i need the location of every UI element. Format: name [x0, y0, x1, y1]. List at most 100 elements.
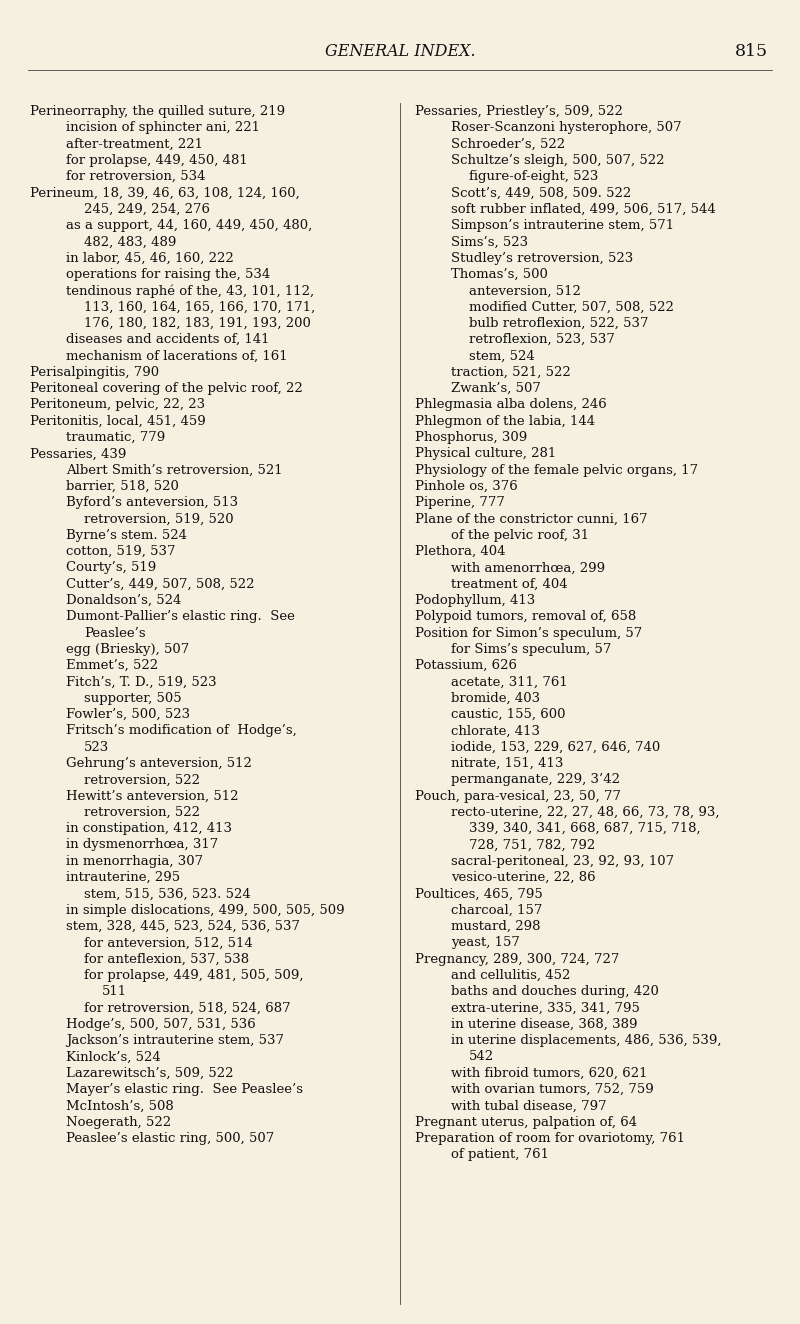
Text: Sims’s, 523: Sims’s, 523 — [451, 236, 528, 249]
Text: for retroversion, 518, 524, 687: for retroversion, 518, 524, 687 — [84, 1001, 290, 1014]
Text: Pouch, para-vesical, 23, 50, 77: Pouch, para-vesical, 23, 50, 77 — [415, 789, 621, 802]
Text: cotton, 519, 537: cotton, 519, 537 — [66, 545, 175, 559]
Text: stem, 328, 445, 523, 524, 536, 537: stem, 328, 445, 523, 524, 536, 537 — [66, 920, 300, 933]
Text: Cutter’s, 449, 507, 508, 522: Cutter’s, 449, 507, 508, 522 — [66, 577, 254, 591]
Text: Pregnant uterus, palpation of, 64: Pregnant uterus, palpation of, 64 — [415, 1116, 637, 1128]
Text: McIntosh’s, 508: McIntosh’s, 508 — [66, 1099, 174, 1112]
Text: 728, 751, 782, 792: 728, 751, 782, 792 — [469, 838, 595, 851]
Text: retroversion, 522: retroversion, 522 — [84, 773, 200, 786]
Text: Courty’s, 519: Courty’s, 519 — [66, 561, 156, 575]
Text: Podophyllum, 413: Podophyllum, 413 — [415, 594, 535, 606]
Text: Poultices, 465, 795: Poultices, 465, 795 — [415, 887, 542, 900]
Text: Preparation of room for ovariotomy, 761: Preparation of room for ovariotomy, 761 — [415, 1132, 685, 1145]
Text: Zwank’s, 507: Zwank’s, 507 — [451, 383, 541, 395]
Text: baths and douches during, 420: baths and douches during, 420 — [451, 985, 659, 998]
Text: Hewitt’s anteversion, 512: Hewitt’s anteversion, 512 — [66, 789, 238, 802]
Text: Peritonitis, local, 451, 459: Peritonitis, local, 451, 459 — [30, 414, 206, 428]
Text: treatment of, 404: treatment of, 404 — [451, 577, 568, 591]
Text: chlorate, 413: chlorate, 413 — [451, 724, 540, 737]
Text: Albert Smith’s retroversion, 521: Albert Smith’s retroversion, 521 — [66, 463, 282, 477]
Text: stem, 524: stem, 524 — [469, 350, 534, 363]
Text: Peritoneum, pelvic, 22, 23: Peritoneum, pelvic, 22, 23 — [30, 399, 205, 412]
Text: 482, 483, 489: 482, 483, 489 — [84, 236, 176, 249]
Text: stem, 515, 536, 523. 524: stem, 515, 536, 523. 524 — [84, 887, 250, 900]
Text: 176, 180, 182, 183, 191, 193, 200: 176, 180, 182, 183, 191, 193, 200 — [84, 316, 311, 330]
Text: diseases and accidents of, 141: diseases and accidents of, 141 — [66, 334, 270, 346]
Text: Pessaries, Priestley’s, 509, 522: Pessaries, Priestley’s, 509, 522 — [415, 105, 623, 118]
Text: Gehrung’s anteversion, 512: Gehrung’s anteversion, 512 — [66, 757, 252, 771]
Text: retroflexion, 523, 537: retroflexion, 523, 537 — [469, 334, 615, 346]
Text: traumatic, 779: traumatic, 779 — [66, 432, 166, 444]
Text: Pinhole os, 376: Pinhole os, 376 — [415, 479, 518, 493]
Text: Polypoid tumors, removal of, 658: Polypoid tumors, removal of, 658 — [415, 610, 636, 624]
Text: Mayer’s elastic ring.  See Peaslee’s: Mayer’s elastic ring. See Peaslee’s — [66, 1083, 303, 1096]
Text: for prolapse, 449, 481, 505, 509,: for prolapse, 449, 481, 505, 509, — [84, 969, 303, 982]
Text: permanganate, 229, 3’42: permanganate, 229, 3’42 — [451, 773, 620, 786]
Text: of the pelvic roof, 31: of the pelvic roof, 31 — [451, 528, 589, 542]
Text: Plane of the constrictor cunni, 167: Plane of the constrictor cunni, 167 — [415, 512, 648, 526]
Text: in constipation, 412, 413: in constipation, 412, 413 — [66, 822, 232, 835]
Text: in menorrhagia, 307: in menorrhagia, 307 — [66, 855, 203, 867]
Text: incision of sphincter ani, 221: incision of sphincter ani, 221 — [66, 122, 260, 134]
Text: egg (Briesky), 507: egg (Briesky), 507 — [66, 643, 190, 655]
Text: Perisalpingitis, 790: Perisalpingitis, 790 — [30, 365, 159, 379]
Text: 339, 340, 341, 668, 687, 715, 718,: 339, 340, 341, 668, 687, 715, 718, — [469, 822, 701, 835]
Text: Physical culture, 281: Physical culture, 281 — [415, 448, 556, 461]
Text: Schroeder’s, 522: Schroeder’s, 522 — [451, 138, 565, 151]
Text: Emmet’s, 522: Emmet’s, 522 — [66, 659, 158, 673]
Text: Roser-Scanzoni hysterophore, 507: Roser-Scanzoni hysterophore, 507 — [451, 122, 682, 134]
Text: Jackson’s intrauterine stem, 537: Jackson’s intrauterine stem, 537 — [66, 1034, 284, 1047]
Text: Fitch’s, T. D., 519, 523: Fitch’s, T. D., 519, 523 — [66, 675, 217, 688]
Text: in uterine disease, 368, 389: in uterine disease, 368, 389 — [451, 1018, 638, 1031]
Text: Physiology of the female pelvic organs, 17: Physiology of the female pelvic organs, … — [415, 463, 698, 477]
Text: nitrate, 151, 413: nitrate, 151, 413 — [451, 757, 563, 771]
Text: Thomas’s, 500: Thomas’s, 500 — [451, 267, 548, 281]
Text: extra-uterine, 335, 341, 795: extra-uterine, 335, 341, 795 — [451, 1001, 640, 1014]
Text: for anteversion, 512, 514: for anteversion, 512, 514 — [84, 936, 253, 949]
Text: 113, 160, 164, 165, 166, 170, 171,: 113, 160, 164, 165, 166, 170, 171, — [84, 301, 315, 314]
Text: for prolapse, 449, 450, 481: for prolapse, 449, 450, 481 — [66, 154, 248, 167]
Text: 542: 542 — [469, 1050, 494, 1063]
Text: Scott’s, 449, 508, 509. 522: Scott’s, 449, 508, 509. 522 — [451, 187, 631, 200]
Text: Fowler’s, 500, 523: Fowler’s, 500, 523 — [66, 708, 190, 722]
Text: Piperine, 777: Piperine, 777 — [415, 496, 505, 510]
Text: Position for Simon’s speculum, 57: Position for Simon’s speculum, 57 — [415, 626, 642, 639]
Text: Simpson’s intrauterine stem, 571: Simpson’s intrauterine stem, 571 — [451, 218, 674, 232]
Text: Perineum, 18, 39, 46, 63, 108, 124, 160,: Perineum, 18, 39, 46, 63, 108, 124, 160, — [30, 187, 300, 200]
Text: with ovarian tumors, 752, 759: with ovarian tumors, 752, 759 — [451, 1083, 654, 1096]
Text: anteversion, 512: anteversion, 512 — [469, 285, 581, 298]
Text: in simple dislocations, 499, 500, 505, 509: in simple dislocations, 499, 500, 505, 5… — [66, 904, 345, 916]
Text: GENERAL INDEX.: GENERAL INDEX. — [325, 44, 475, 61]
Text: 511: 511 — [102, 985, 127, 998]
Text: Perineorraphy, the quilled suture, 219: Perineorraphy, the quilled suture, 219 — [30, 105, 285, 118]
Text: Byrne’s stem. 524: Byrne’s stem. 524 — [66, 528, 187, 542]
Text: barrier, 518, 520: barrier, 518, 520 — [66, 479, 179, 493]
Text: vesico-uterine, 22, 86: vesico-uterine, 22, 86 — [451, 871, 596, 884]
Text: mechanism of lacerations of, 161: mechanism of lacerations of, 161 — [66, 350, 288, 363]
Text: with tubal disease, 797: with tubal disease, 797 — [451, 1099, 606, 1112]
Text: bulb retroflexion, 522, 537: bulb retroflexion, 522, 537 — [469, 316, 649, 330]
Text: Peaslee’s elastic ring, 500, 507: Peaslee’s elastic ring, 500, 507 — [66, 1132, 274, 1145]
Text: 245, 249, 254, 276: 245, 249, 254, 276 — [84, 203, 210, 216]
Text: Potassium, 626: Potassium, 626 — [415, 659, 517, 673]
Text: intrauterine, 295: intrauterine, 295 — [66, 871, 180, 884]
Text: Phlegmasia alba dolens, 246: Phlegmasia alba dolens, 246 — [415, 399, 606, 412]
Text: for anteflexion, 537, 538: for anteflexion, 537, 538 — [84, 952, 249, 965]
Text: Plethora, 404: Plethora, 404 — [415, 545, 506, 559]
Text: Pregnancy, 289, 300, 724, 727: Pregnancy, 289, 300, 724, 727 — [415, 952, 619, 965]
Text: bromide, 403: bromide, 403 — [451, 692, 540, 704]
Text: operations for raising the, 534: operations for raising the, 534 — [66, 267, 270, 281]
Text: with amenorrhœa, 299: with amenorrhœa, 299 — [451, 561, 605, 575]
Text: Lazarewitsch’s, 509, 522: Lazarewitsch’s, 509, 522 — [66, 1067, 234, 1079]
Text: of patient, 761: of patient, 761 — [451, 1148, 549, 1161]
Text: Fritsch’s modification of  Hodge’s,: Fritsch’s modification of Hodge’s, — [66, 724, 297, 737]
Text: soft rubber inflated, 499, 506, 517, 544: soft rubber inflated, 499, 506, 517, 544 — [451, 203, 716, 216]
Text: acetate, 311, 761: acetate, 311, 761 — [451, 675, 568, 688]
Text: recto-uterine, 22, 27, 48, 66, 73, 78, 93,: recto-uterine, 22, 27, 48, 66, 73, 78, 9… — [451, 806, 719, 820]
Text: sacral-peritoneal, 23, 92, 93, 107: sacral-peritoneal, 23, 92, 93, 107 — [451, 855, 674, 867]
Text: charcoal, 157: charcoal, 157 — [451, 904, 542, 916]
Text: for Sims’s speculum, 57: for Sims’s speculum, 57 — [451, 643, 611, 655]
Text: traction, 521, 522: traction, 521, 522 — [451, 365, 570, 379]
Text: Studley’s retroversion, 523: Studley’s retroversion, 523 — [451, 252, 634, 265]
Text: after-treatment, 221: after-treatment, 221 — [66, 138, 203, 151]
